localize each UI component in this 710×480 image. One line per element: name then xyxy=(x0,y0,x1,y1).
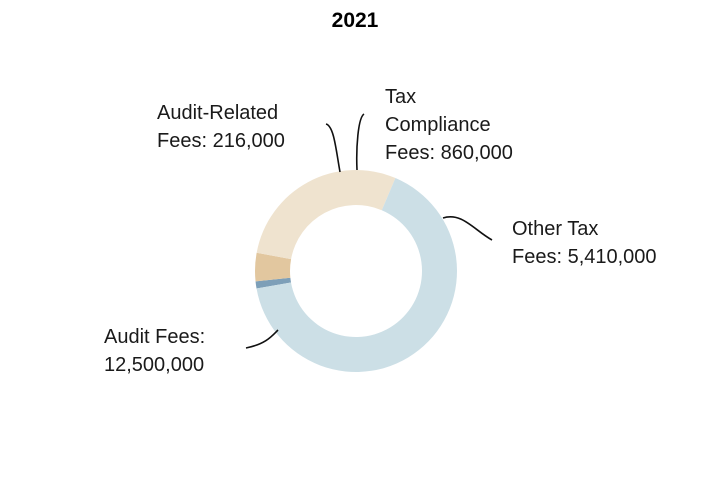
slice-audit-related-fees xyxy=(255,277,292,289)
slice-tax-compliance-fees xyxy=(255,252,292,282)
label-tax-compliance-fees: Tax Compliance Fees: 860,000 xyxy=(385,86,513,164)
label-line: Audit Fees: xyxy=(104,326,205,348)
leader-audit-fees xyxy=(245,329,279,349)
label-line: Tax xyxy=(385,86,416,108)
label-line: Fees: 860,000 xyxy=(385,142,513,164)
label-line: Other Tax xyxy=(512,218,598,240)
leader-audit-related-fees xyxy=(325,123,341,173)
chart-title: 2021 xyxy=(332,9,379,32)
label-line: Audit-Related xyxy=(157,102,278,124)
leader-tax-compliance-fees xyxy=(355,113,365,171)
label-audit-fees: Audit Fees: 12,500,000 xyxy=(104,326,205,376)
leader-other-tax-fees xyxy=(442,216,493,241)
label-other-tax-fees: Other Tax Fees: 5,410,000 xyxy=(512,218,657,268)
label-line: Fees: 216,000 xyxy=(157,130,285,152)
donut-slices xyxy=(255,169,457,372)
label-line: Fees: 5,410,000 xyxy=(512,246,657,268)
leader-lines xyxy=(245,113,493,349)
slice-labels: Audit Fees: 12,500,000 Audit-Related Fees: … xyxy=(104,86,657,376)
label-line: 12,500,000 xyxy=(104,354,204,376)
label-line: Compliance xyxy=(385,114,491,136)
slice-other-tax-fees xyxy=(256,169,396,260)
slice-audit-fees xyxy=(256,178,457,372)
label-audit-related-fees: Audit-Related Fees: 216,000 xyxy=(157,102,285,152)
